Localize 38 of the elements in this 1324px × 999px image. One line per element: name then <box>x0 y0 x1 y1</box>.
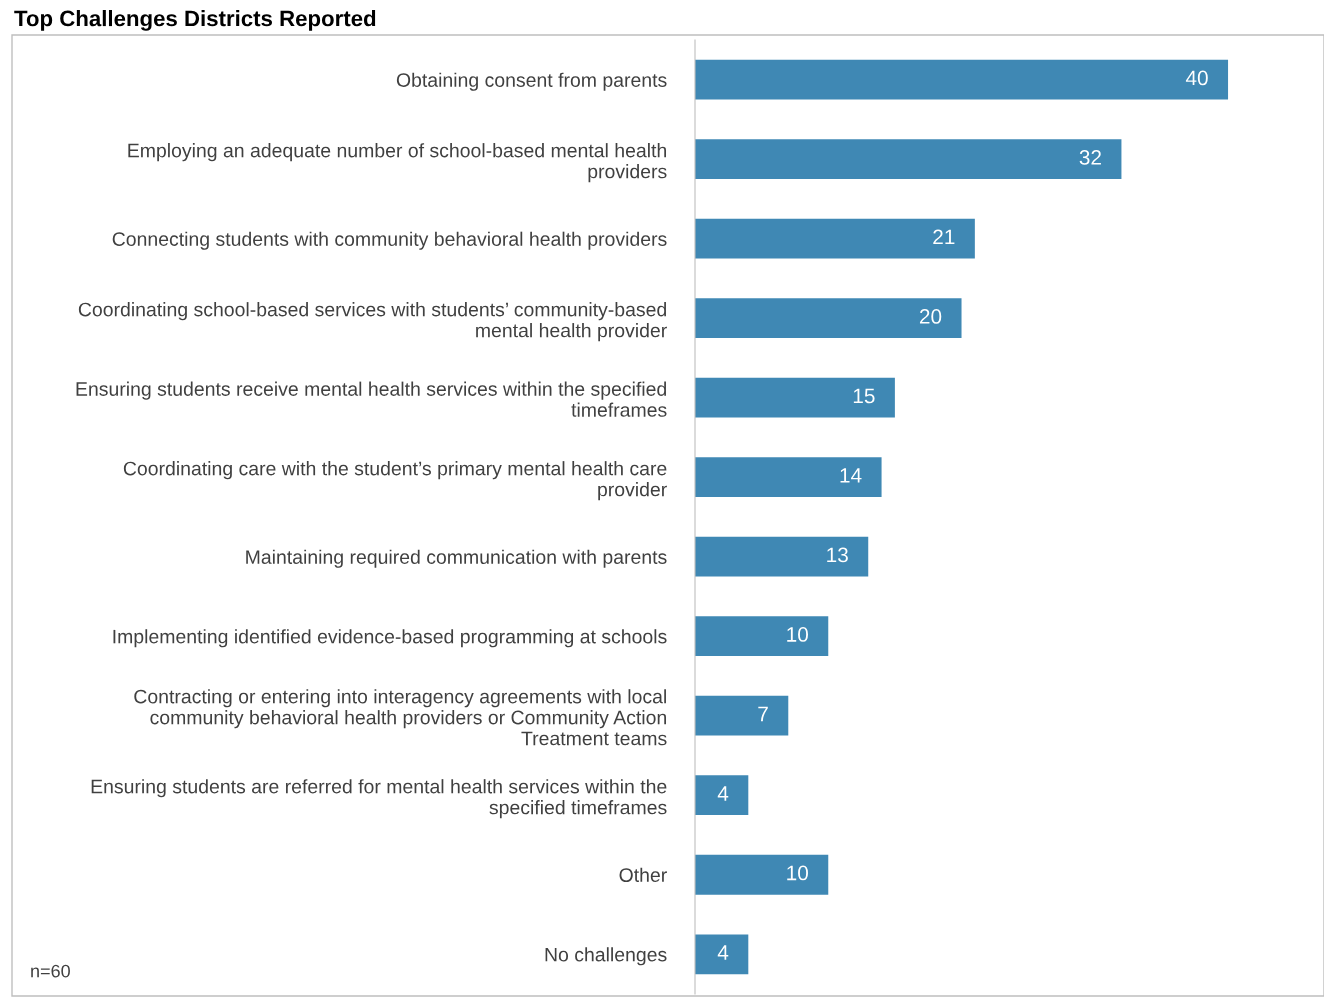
y-tick-label: Contracting or entering into interagency agreements with local community behavioral health providers or Community Action Treatment teams <box>134 689 667 746</box>
bar <box>695 616 829 657</box>
y-tick-label: Obtaining consent from parents <box>396 72 667 91</box>
bar <box>695 536 869 577</box>
bar <box>695 377 895 418</box>
data-label: 15 <box>853 388 875 404</box>
bar <box>695 139 1122 180</box>
data-label: 4 <box>717 945 729 960</box>
y-tick-label: Coordinating care with the student’s primary mental health care provider <box>123 461 667 501</box>
data-label: 4 <box>717 786 729 801</box>
y-tick-label: Employing an adequate number of school-based mental health providers <box>128 143 667 183</box>
y-tick-label: Ensuring students receive mental health services within the specified timeframes <box>76 381 667 417</box>
bar <box>695 298 962 339</box>
text: n=60 <box>31 964 70 978</box>
text: Top Challenges Districts Reported <box>14 9 376 31</box>
y-tick-label: Other <box>619 867 667 882</box>
bar <box>695 218 975 259</box>
data-label: 13 <box>827 547 848 563</box>
bar <box>695 854 829 895</box>
bar <box>695 775 749 816</box>
y-tick-label: Ensuring students are referred for mental health services within the specified timeframes <box>91 779 667 819</box>
y-tick-label: Implementing identified evidence-based programming at schools <box>113 629 667 648</box>
bar <box>695 934 749 975</box>
data-label: 10 <box>787 627 809 642</box>
data-label: 40 <box>1185 70 1208 86</box>
y-tick-label: No challenges <box>545 947 667 966</box>
data-label: 21 <box>933 229 955 245</box>
bar <box>695 59 1229 100</box>
data-label: 20 <box>919 309 942 324</box>
bar <box>695 457 882 498</box>
data-label: 10 <box>787 865 809 881</box>
y-tick-label: Connecting students with community behavioral health providers <box>112 231 667 250</box>
bar <box>695 695 789 736</box>
data-label: 14 <box>840 468 862 483</box>
data-label: 7 <box>758 706 768 722</box>
y-tick-label: Maintaining required communication with parents <box>246 549 667 568</box>
data-label: 32 <box>1079 150 1101 165</box>
y-tick-label: Coordinating school-based services with students’ community-based mental health provider <box>78 302 667 342</box>
